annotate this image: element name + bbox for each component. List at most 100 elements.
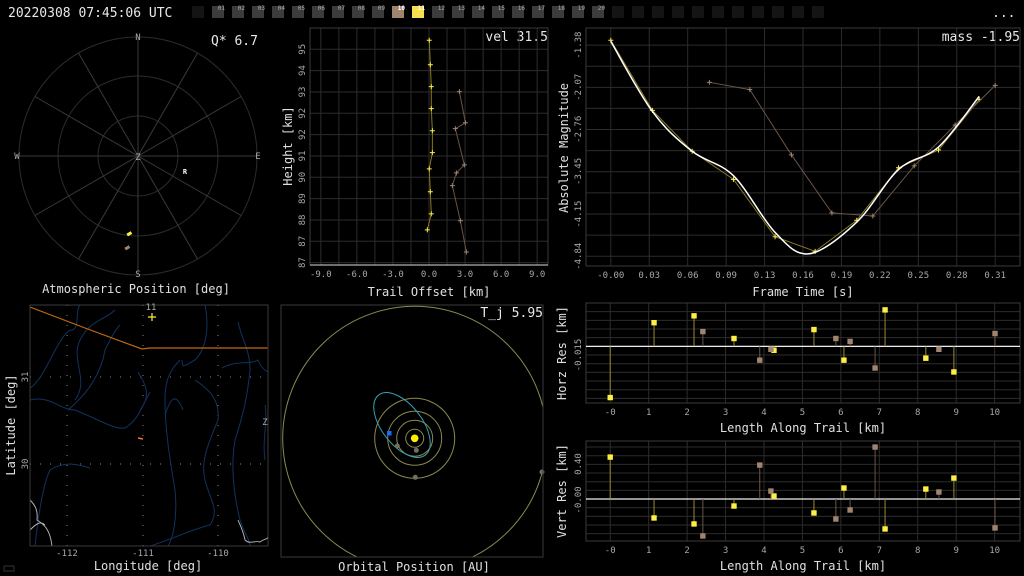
residual-point — [700, 533, 706, 539]
frame-box-06[interactable]: 06 — [312, 5, 325, 18]
x-tick-label: 0.19 — [831, 271, 853, 281]
y-tick-label: -1.38 — [574, 32, 584, 59]
horz-residual-plot: Length Along Trail [km] Horz Res [km] -0… — [555, 302, 1021, 435]
frame-box-13[interactable]: 13 — [452, 5, 465, 18]
meteoroid-orbit — [373, 392, 431, 458]
frame-box-empty — [732, 6, 744, 18]
residual-point — [841, 357, 847, 363]
x-tick-label: 4 — [761, 408, 766, 418]
data-point — [457, 218, 463, 224]
sun-icon — [410, 434, 419, 443]
frame-number: 11 — [418, 5, 426, 12]
frame-box-20[interactable]: 20 — [592, 5, 605, 18]
atmospheric-title: Atmospheric Position [deg] — [42, 282, 230, 296]
x-tick-label: 0.06 — [677, 271, 699, 281]
frame-box[interactable] — [332, 6, 344, 18]
frame-box[interactable] — [292, 6, 304, 18]
data-point — [463, 249, 469, 255]
magnitude-xlabel: Frame Time [s] — [752, 285, 853, 299]
vert-ytick: -0.00 — [574, 486, 584, 513]
x-tick-label: 8 — [915, 408, 920, 418]
x-tick-label: 0.22 — [869, 271, 891, 281]
frame-box[interactable] — [432, 6, 444, 18]
x-tick-label: 9 — [953, 546, 958, 556]
residual-point — [771, 347, 777, 353]
atmospheric-panel: N S E W Z R Q* 6.7 Atmospheric Position … — [14, 33, 260, 296]
meteor-ground-track — [137, 437, 144, 440]
data-point — [453, 170, 459, 176]
orbit-mercury — [405, 428, 425, 448]
frame-box-19[interactable]: 19 — [572, 5, 585, 18]
y-tick-label: -2.07 — [574, 74, 584, 101]
frame-box[interactable] — [392, 6, 404, 18]
frame-box — [752, 6, 764, 18]
frame-box[interactable] — [572, 6, 584, 18]
residual-point — [833, 516, 839, 522]
x-tick-label: 6 — [838, 546, 843, 556]
frame-box-08[interactable]: 08 — [352, 5, 365, 18]
frame-box[interactable] — [252, 6, 264, 18]
frame-number: 15 — [498, 5, 506, 12]
frame-box-15[interactable]: 15 — [492, 5, 505, 18]
x-tick-label: -9.0 — [310, 270, 332, 280]
x-tick-label: 4 — [761, 546, 766, 556]
frame-box[interactable] — [372, 6, 384, 18]
frame-box[interactable] — [272, 6, 284, 18]
frame-box[interactable] — [472, 6, 484, 18]
frame-box-03[interactable]: 03 — [252, 5, 265, 18]
track-secondary — [124, 245, 131, 251]
residual-point — [951, 369, 957, 375]
menu-button[interactable]: ... — [992, 6, 1015, 21]
y-tick-label: 92 — [298, 108, 308, 119]
frame-box-10[interactable]: 10 — [392, 5, 405, 18]
map-panel[interactable]: 11 Z -112 -111 -110 31 30 Longitude [deg… — [3, 303, 269, 573]
frame-box-04[interactable]: 04 — [272, 5, 285, 18]
map-rivers — [30, 305, 268, 546]
series-line — [451, 91, 467, 253]
frame-box[interactable] — [532, 6, 544, 18]
frame-box — [772, 6, 784, 18]
frame-number: 20 — [598, 5, 606, 12]
frame-box-17[interactable]: 17 — [532, 5, 545, 18]
frame-box[interactable] — [592, 6, 604, 18]
horz-ylabel: Horz Res [km] — [555, 306, 569, 400]
frame-box-16[interactable]: 16 — [512, 5, 525, 18]
frame-box[interactable] — [452, 6, 464, 18]
frame-box[interactable] — [512, 6, 524, 18]
x-tick-label: 1 — [646, 408, 651, 418]
plot-frame — [585, 302, 1021, 404]
data-point — [461, 162, 467, 168]
map-xtick: -111 — [132, 549, 154, 559]
x-tick-label: 2 — [684, 546, 689, 556]
residual-point — [923, 486, 929, 492]
frame-box[interactable] — [352, 6, 364, 18]
frame-number: 10 — [398, 5, 406, 12]
x-tick-label: 0.16 — [792, 271, 814, 281]
frame-box[interactable] — [552, 6, 564, 18]
frame-box[interactable] — [492, 6, 504, 18]
frame-box-01[interactable]: 01 — [212, 5, 225, 18]
data-point — [462, 120, 468, 126]
frame-box-18[interactable]: 18 — [552, 5, 565, 18]
frame-box-07[interactable]: 07 — [332, 5, 345, 18]
frame-box[interactable] — [312, 6, 324, 18]
frame-box — [192, 6, 204, 18]
map-xlabel: Longitude [deg] — [94, 559, 202, 573]
frame-box[interactable] — [412, 6, 424, 18]
frame-box[interactable] — [232, 6, 244, 18]
frame-box-02[interactable]: 02 — [232, 5, 245, 18]
data-point — [427, 62, 433, 68]
series-line — [610, 39, 980, 252]
track-primary — [126, 231, 133, 237]
frame-box[interactable] — [212, 6, 224, 18]
frame-box-05[interactable]: 05 — [292, 5, 305, 18]
frame-box-11[interactable]: 11 — [412, 5, 425, 18]
y-tick-label: 87 — [298, 236, 308, 247]
timestamp: 20220308 07:45:06 UTC — [8, 6, 172, 21]
frame-box-09[interactable]: 09 — [372, 5, 385, 18]
y-tick-label: 87 — [298, 257, 308, 268]
frame-box-14[interactable]: 14 — [472, 5, 485, 18]
y-tick-label: -3.45 — [574, 158, 584, 185]
frame-box-12[interactable]: 12 — [432, 5, 445, 18]
info-icon[interactable] — [3, 565, 15, 572]
